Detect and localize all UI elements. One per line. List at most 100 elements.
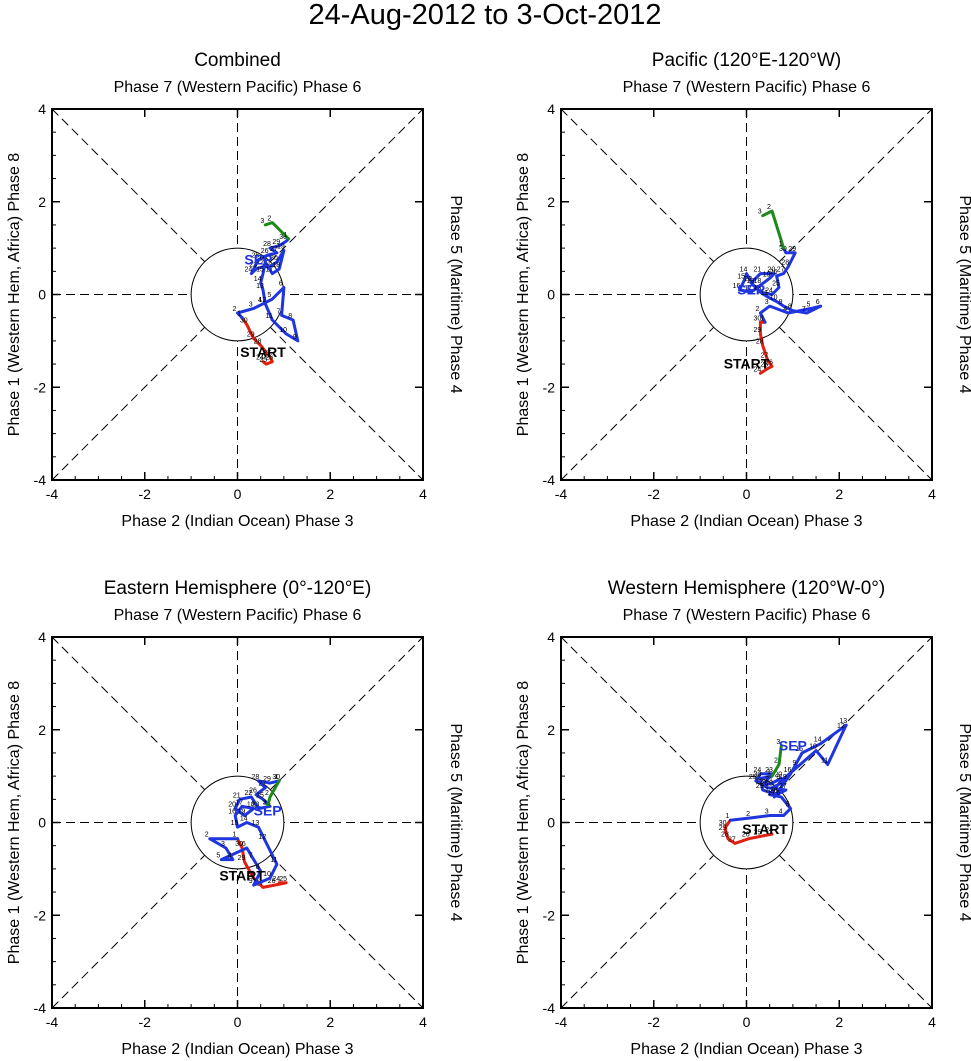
right-axis-label: Phase 5 (Maritime) Phase 4 bbox=[447, 195, 464, 393]
day-label-sep: 16 bbox=[258, 255, 266, 262]
day-label-aug: 27 bbox=[263, 350, 271, 357]
day-label-sep: 21 bbox=[754, 267, 762, 274]
day-label-sep: 3 bbox=[249, 301, 253, 308]
day-label-sep: 2 bbox=[233, 306, 237, 313]
amplitude-one-circle bbox=[699, 775, 794, 870]
x-tick-label: 4 bbox=[928, 486, 936, 502]
trajectory-sep bbox=[236, 237, 300, 343]
day-label-sep: 11 bbox=[821, 758, 828, 765]
day-label-sep: 28 bbox=[263, 241, 271, 248]
x-tick-label: -4 bbox=[555, 1014, 568, 1030]
day-label-sep: 5 bbox=[216, 853, 220, 860]
day-label-sep: 15 bbox=[231, 820, 239, 827]
y-tick-label: 4 bbox=[547, 101, 555, 117]
day-label-sep: 13 bbox=[839, 718, 847, 725]
y-tick-label: 2 bbox=[547, 194, 555, 210]
day-label-sep: 11 bbox=[266, 313, 273, 320]
diagonal-line bbox=[560, 636, 933, 1009]
x-tick-label: -4 bbox=[555, 486, 568, 502]
day-label-sep: 19 bbox=[238, 809, 246, 816]
y-tick-label: 4 bbox=[547, 629, 555, 645]
day-label-sep: 16 bbox=[733, 283, 741, 290]
figure-title: 24-Aug-2012 to 3-Oct-2012 bbox=[308, 0, 661, 31]
x-tick-label: 0 bbox=[743, 486, 751, 502]
day-label-aug: 27 bbox=[728, 836, 736, 843]
day-label-sep: 27 bbox=[777, 267, 785, 274]
day-label-sep: 29 bbox=[788, 246, 796, 253]
y-tick-label: 4 bbox=[38, 629, 46, 645]
day-label-sep: 23 bbox=[249, 262, 257, 269]
x-tick-label: 2 bbox=[835, 486, 843, 502]
diagonal-line bbox=[51, 636, 424, 1009]
day-label-sep: 12 bbox=[258, 834, 266, 841]
day-label-sep: 21 bbox=[263, 260, 271, 267]
day-label-sep: 15 bbox=[795, 746, 803, 753]
day-label-aug: 30 bbox=[754, 315, 762, 322]
day-label-sep: 25 bbox=[772, 281, 780, 288]
day-label-aug: 26 bbox=[765, 359, 773, 366]
day-label-aug: 25 bbox=[279, 876, 287, 883]
day-label-sep: 17 bbox=[744, 285, 752, 292]
day-label-aug: 29 bbox=[238, 855, 246, 862]
day-label-sep: 23 bbox=[754, 285, 762, 292]
day-label-sep: 7 bbox=[765, 788, 769, 795]
y-tick-label: -4 bbox=[34, 472, 47, 488]
day-label-sep: 28 bbox=[251, 774, 259, 781]
day-label-aug: 30 bbox=[719, 820, 727, 827]
x-tick-label: 0 bbox=[234, 1014, 242, 1030]
day-label-aug: 30 bbox=[240, 318, 248, 325]
day-label-sep: 24 bbox=[245, 267, 253, 274]
left-axis-label: Phase 1 (Western Hem, Africa) Phase 8 bbox=[515, 681, 532, 964]
y-tick-label: -4 bbox=[34, 1000, 47, 1016]
day-label-aug: 28 bbox=[254, 339, 262, 346]
day-label-sep: 13 bbox=[256, 283, 264, 290]
day-label-sep: 9 bbox=[779, 299, 783, 306]
sep-marker: SEP bbox=[254, 803, 282, 819]
y-tick-label: 0 bbox=[547, 287, 555, 303]
start-marker: START bbox=[724, 356, 770, 372]
x-tick-label: -2 bbox=[648, 486, 661, 502]
day-label-sep: 1 bbox=[725, 813, 729, 820]
day-label-sep: 29 bbox=[263, 776, 271, 783]
day-label-oct: 1 bbox=[274, 774, 278, 781]
x-tick-label: -2 bbox=[139, 1014, 152, 1030]
day-label-oct: 1 bbox=[284, 232, 288, 239]
diagonal-line bbox=[560, 108, 933, 481]
diagonal-line bbox=[51, 108, 424, 481]
day-label-sep: 27 bbox=[270, 246, 278, 253]
day-label-sep: 6 bbox=[242, 841, 246, 848]
panel-title: Eastern Hemisphere (0°-120°E) bbox=[104, 578, 372, 599]
day-label-oct: 3 bbox=[776, 739, 780, 746]
day-label-aug: 28 bbox=[756, 339, 764, 346]
day-label-sep: 1 bbox=[760, 315, 764, 322]
day-label-sep: 18 bbox=[247, 802, 255, 809]
day-label-sep: 29 bbox=[756, 783, 764, 790]
right-axis-label: Phase 5 (Maritime) Phase 4 bbox=[956, 195, 971, 393]
trajectory-oct bbox=[266, 779, 281, 808]
day-label-sep: 13 bbox=[251, 820, 259, 827]
day-label-sep: 4 bbox=[228, 853, 232, 860]
trajectory-aug bbox=[758, 320, 774, 375]
x-tick-label: 4 bbox=[419, 1014, 427, 1030]
x-tick-label: 2 bbox=[835, 1014, 843, 1030]
day-label-sep: 12 bbox=[837, 723, 845, 730]
top-axis-label: Phase 7 (Western Pacific) Phase 6 bbox=[623, 79, 871, 96]
day-label-sep: 21 bbox=[765, 776, 773, 783]
day-label-sep: 25 bbox=[251, 253, 259, 260]
left-axis-label: Phase 1 (Western Hem, Africa) Phase 8 bbox=[515, 153, 532, 436]
day-label-aug: 28 bbox=[247, 871, 255, 878]
y-tick-label: -4 bbox=[543, 472, 556, 488]
x-tick-label: 2 bbox=[326, 486, 334, 502]
day-label-sep: 3 bbox=[765, 299, 769, 306]
x-tick-label: -4 bbox=[46, 486, 59, 502]
day-label-aug: 24 bbox=[272, 876, 280, 883]
day-label-sep: 26 bbox=[249, 788, 257, 795]
day-label-oct: 2 bbox=[267, 216, 271, 223]
diagonal-line bbox=[560, 636, 933, 1009]
x-tick-label: 4 bbox=[419, 486, 427, 502]
x-tick-label: -2 bbox=[648, 1014, 661, 1030]
day-label-oct: 2 bbox=[774, 758, 778, 765]
day-label-sep: 6 bbox=[776, 790, 780, 797]
amplitude-one-circle bbox=[699, 247, 794, 342]
day-label-sep: 23 bbox=[251, 802, 259, 809]
